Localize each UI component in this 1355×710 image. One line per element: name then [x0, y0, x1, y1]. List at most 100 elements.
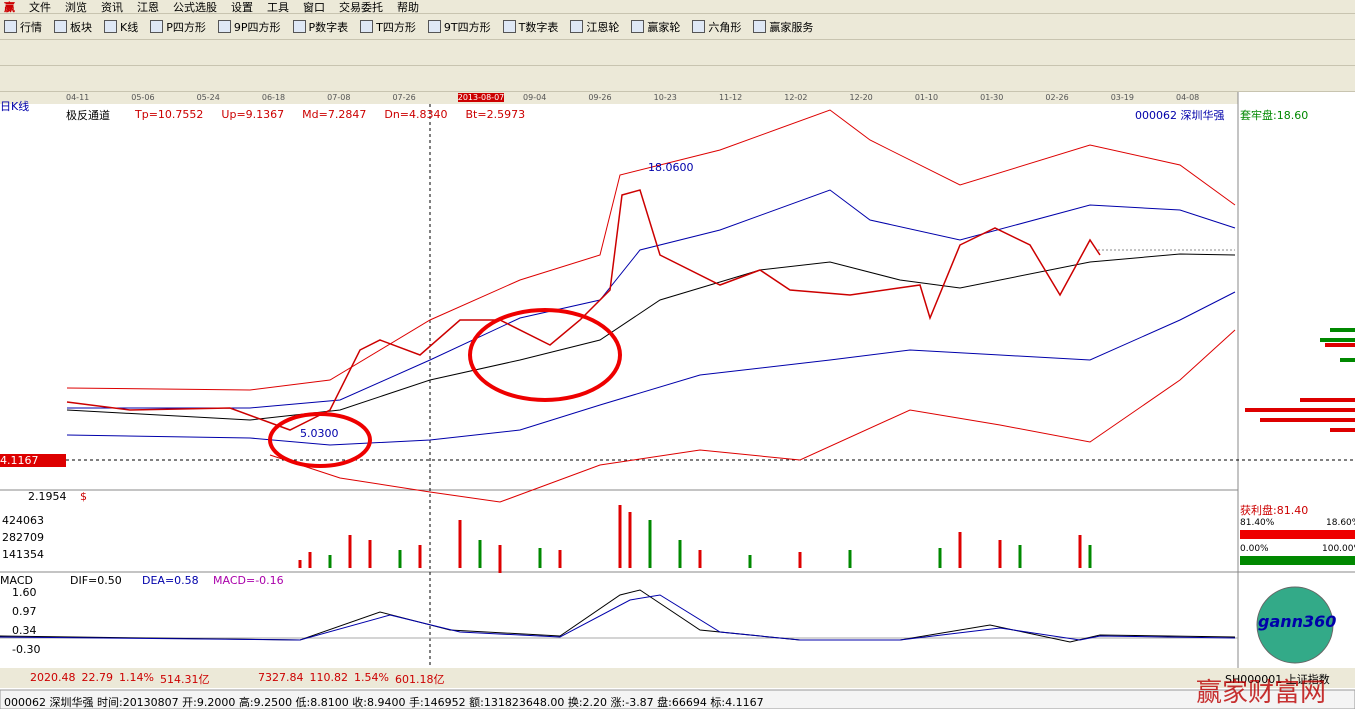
menu-item[interactable]: 浏览: [65, 0, 87, 14]
info-bar: [0, 689, 1355, 709]
bottom-value: 2.1954: [28, 490, 67, 503]
toolbar-item[interactable]: P数字表: [293, 19, 349, 35]
volume-bars: [328, 520, 1092, 568]
date-label: 12-02: [784, 93, 808, 102]
menu-item[interactable]: 公式选股: [173, 0, 217, 14]
index-name: SH000001 上证指数: [1225, 673, 1330, 686]
toolbar-item[interactable]: 六角形: [692, 19, 741, 35]
menu-item[interactable]: 资讯: [101, 0, 123, 14]
toolbar-item[interactable]: 行情: [4, 19, 42, 35]
toolbar-item[interactable]: 板块: [54, 19, 92, 35]
date-label: 03-19: [1110, 93, 1134, 102]
lower-mid-band: [66, 291, 1236, 446]
date-axis: [0, 92, 1238, 104]
profit-label: 18.60%: [1326, 518, 1355, 528]
macd-tick: 0.34: [12, 624, 37, 637]
chip-distribution: [1320, 328, 1355, 362]
date-label: 04-08: [1176, 93, 1200, 102]
dif: DIF=0.50: [70, 574, 122, 587]
brand-logo: [1256, 586, 1334, 664]
toolbar-item[interactable]: K线: [104, 19, 138, 35]
toolbar-item[interactable]: 9T四方形: [428, 19, 491, 35]
volume-bars: [298, 505, 1082, 573]
dif-line: [0, 589, 1236, 643]
low-label: 5.0300: [300, 427, 339, 440]
menu-item[interactable]: 江恩: [137, 0, 159, 14]
dea-line: [0, 594, 1236, 641]
period: 日K线: [0, 100, 30, 113]
menu-item[interactable]: 工具: [267, 0, 289, 14]
toolbar-item[interactable]: 赢家服务: [753, 19, 813, 35]
profit-label: 81.40%: [1240, 518, 1275, 528]
menu-item[interactable]: 窗口: [303, 0, 325, 14]
status-bar: [0, 668, 1355, 688]
param: Bt=2.5973: [465, 108, 526, 121]
menu-item[interactable]: 设置: [231, 0, 253, 14]
profit-title: 获利盘:81.40: [1240, 504, 1309, 517]
info: 000062 深圳华强 时间:20130807 开:9.2000 高:9.250…: [4, 696, 764, 709]
status-value: 514.31亿: [159, 673, 210, 686]
macd-tick: 0.97: [12, 605, 37, 618]
macd-tick: -0.30: [12, 643, 41, 656]
toolbar-item[interactable]: T数字表: [503, 19, 559, 35]
date-label: 04-11: [66, 93, 90, 102]
status-value: 110.82: [309, 671, 349, 684]
brand: gann360: [1258, 612, 1337, 631]
sz-index: 7327.84 110.82 1.54% 601.18亿: [258, 671, 444, 687]
menu-bar: 赢文件 浏览 资讯 江恩 公式选股 设置 工具 窗口 交易委托 帮助: [0, 0, 1355, 14]
menu-item[interactable]: 交易委托: [339, 0, 383, 14]
status-value: 22.79: [81, 671, 114, 684]
date-label: 01-10: [914, 93, 939, 102]
toolbar-item[interactable]: 赢家轮: [631, 19, 680, 35]
watermark: 赢家财富网: [1196, 678, 1327, 708]
chip-distribution: [1245, 343, 1355, 432]
logo: 赢: [4, 0, 15, 14]
date-label: 10-23: [653, 93, 677, 102]
upper-band: [66, 109, 1236, 391]
profit-label: 0.00%: [1240, 544, 1269, 554]
date-label: 05-06: [131, 93, 155, 102]
date-label: 05-24: [196, 93, 220, 102]
toolbar-item[interactable]: 9P四方形: [218, 19, 281, 35]
macd-value: MACD=-0.16: [213, 574, 284, 587]
toolbar-item[interactable]: T四方形: [360, 19, 416, 35]
toolbar-item[interactable]: 江恩轮: [570, 19, 619, 35]
bottom-sign: $: [80, 490, 87, 503]
volume-tick: 141354: [2, 548, 44, 561]
indicator: 极反通道: [66, 109, 110, 122]
toolbar-2: [0, 40, 1355, 66]
profit-bar: [1240, 530, 1355, 539]
date-label: 02-26: [1045, 93, 1069, 102]
status-value: 7327.84: [258, 671, 304, 684]
toolbar-3: [0, 66, 1355, 92]
stock: 000062 深圳华强: [1135, 109, 1225, 122]
dea: DEA=0.58: [142, 574, 199, 587]
macd-tick: 1.60: [12, 586, 37, 599]
menu-item[interactable]: 文件: [29, 0, 51, 14]
status-value: 2020.48: [30, 671, 76, 684]
date-label: 12-20: [849, 93, 873, 102]
profit-label: 100.00%: [1322, 544, 1355, 554]
menu-item[interactable]: 帮助: [397, 0, 419, 14]
params: Tp=10.7552 Up=9.1367 Md=7.2847 Dn=4.8340 Bt=…: [135, 108, 525, 121]
date-label: 07-26: [392, 93, 416, 102]
date-label: 09-04: [523, 93, 547, 102]
macd-name: MACD: [0, 574, 33, 587]
date-label: 07-08: [327, 93, 351, 102]
annotation-circle: [468, 308, 622, 402]
param: Up=9.1367: [221, 108, 285, 121]
toolbar-item[interactable]: P四方形: [150, 19, 206, 35]
profit-bar: [1240, 556, 1355, 565]
status-value: 1.14%: [119, 671, 154, 684]
status-value: 1.54%: [354, 671, 389, 684]
annotation-circle: [268, 412, 372, 468]
date-label: 01-30: [980, 93, 1004, 102]
date-label: 11-12: [718, 93, 743, 102]
price-marker: 4.1167: [0, 454, 66, 467]
status-value: 601.18亿: [394, 673, 445, 686]
date-label: 2013-08-07: [457, 93, 505, 102]
date-label: 09-26: [588, 93, 612, 102]
price-path: [66, 189, 1101, 431]
